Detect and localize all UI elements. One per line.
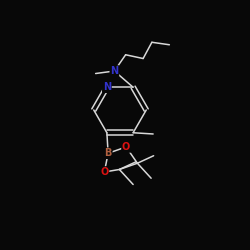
Text: O: O: [122, 142, 130, 152]
Text: N: N: [103, 82, 111, 92]
Text: B: B: [104, 148, 112, 158]
Text: O: O: [100, 167, 108, 177]
Text: N: N: [110, 66, 118, 76]
